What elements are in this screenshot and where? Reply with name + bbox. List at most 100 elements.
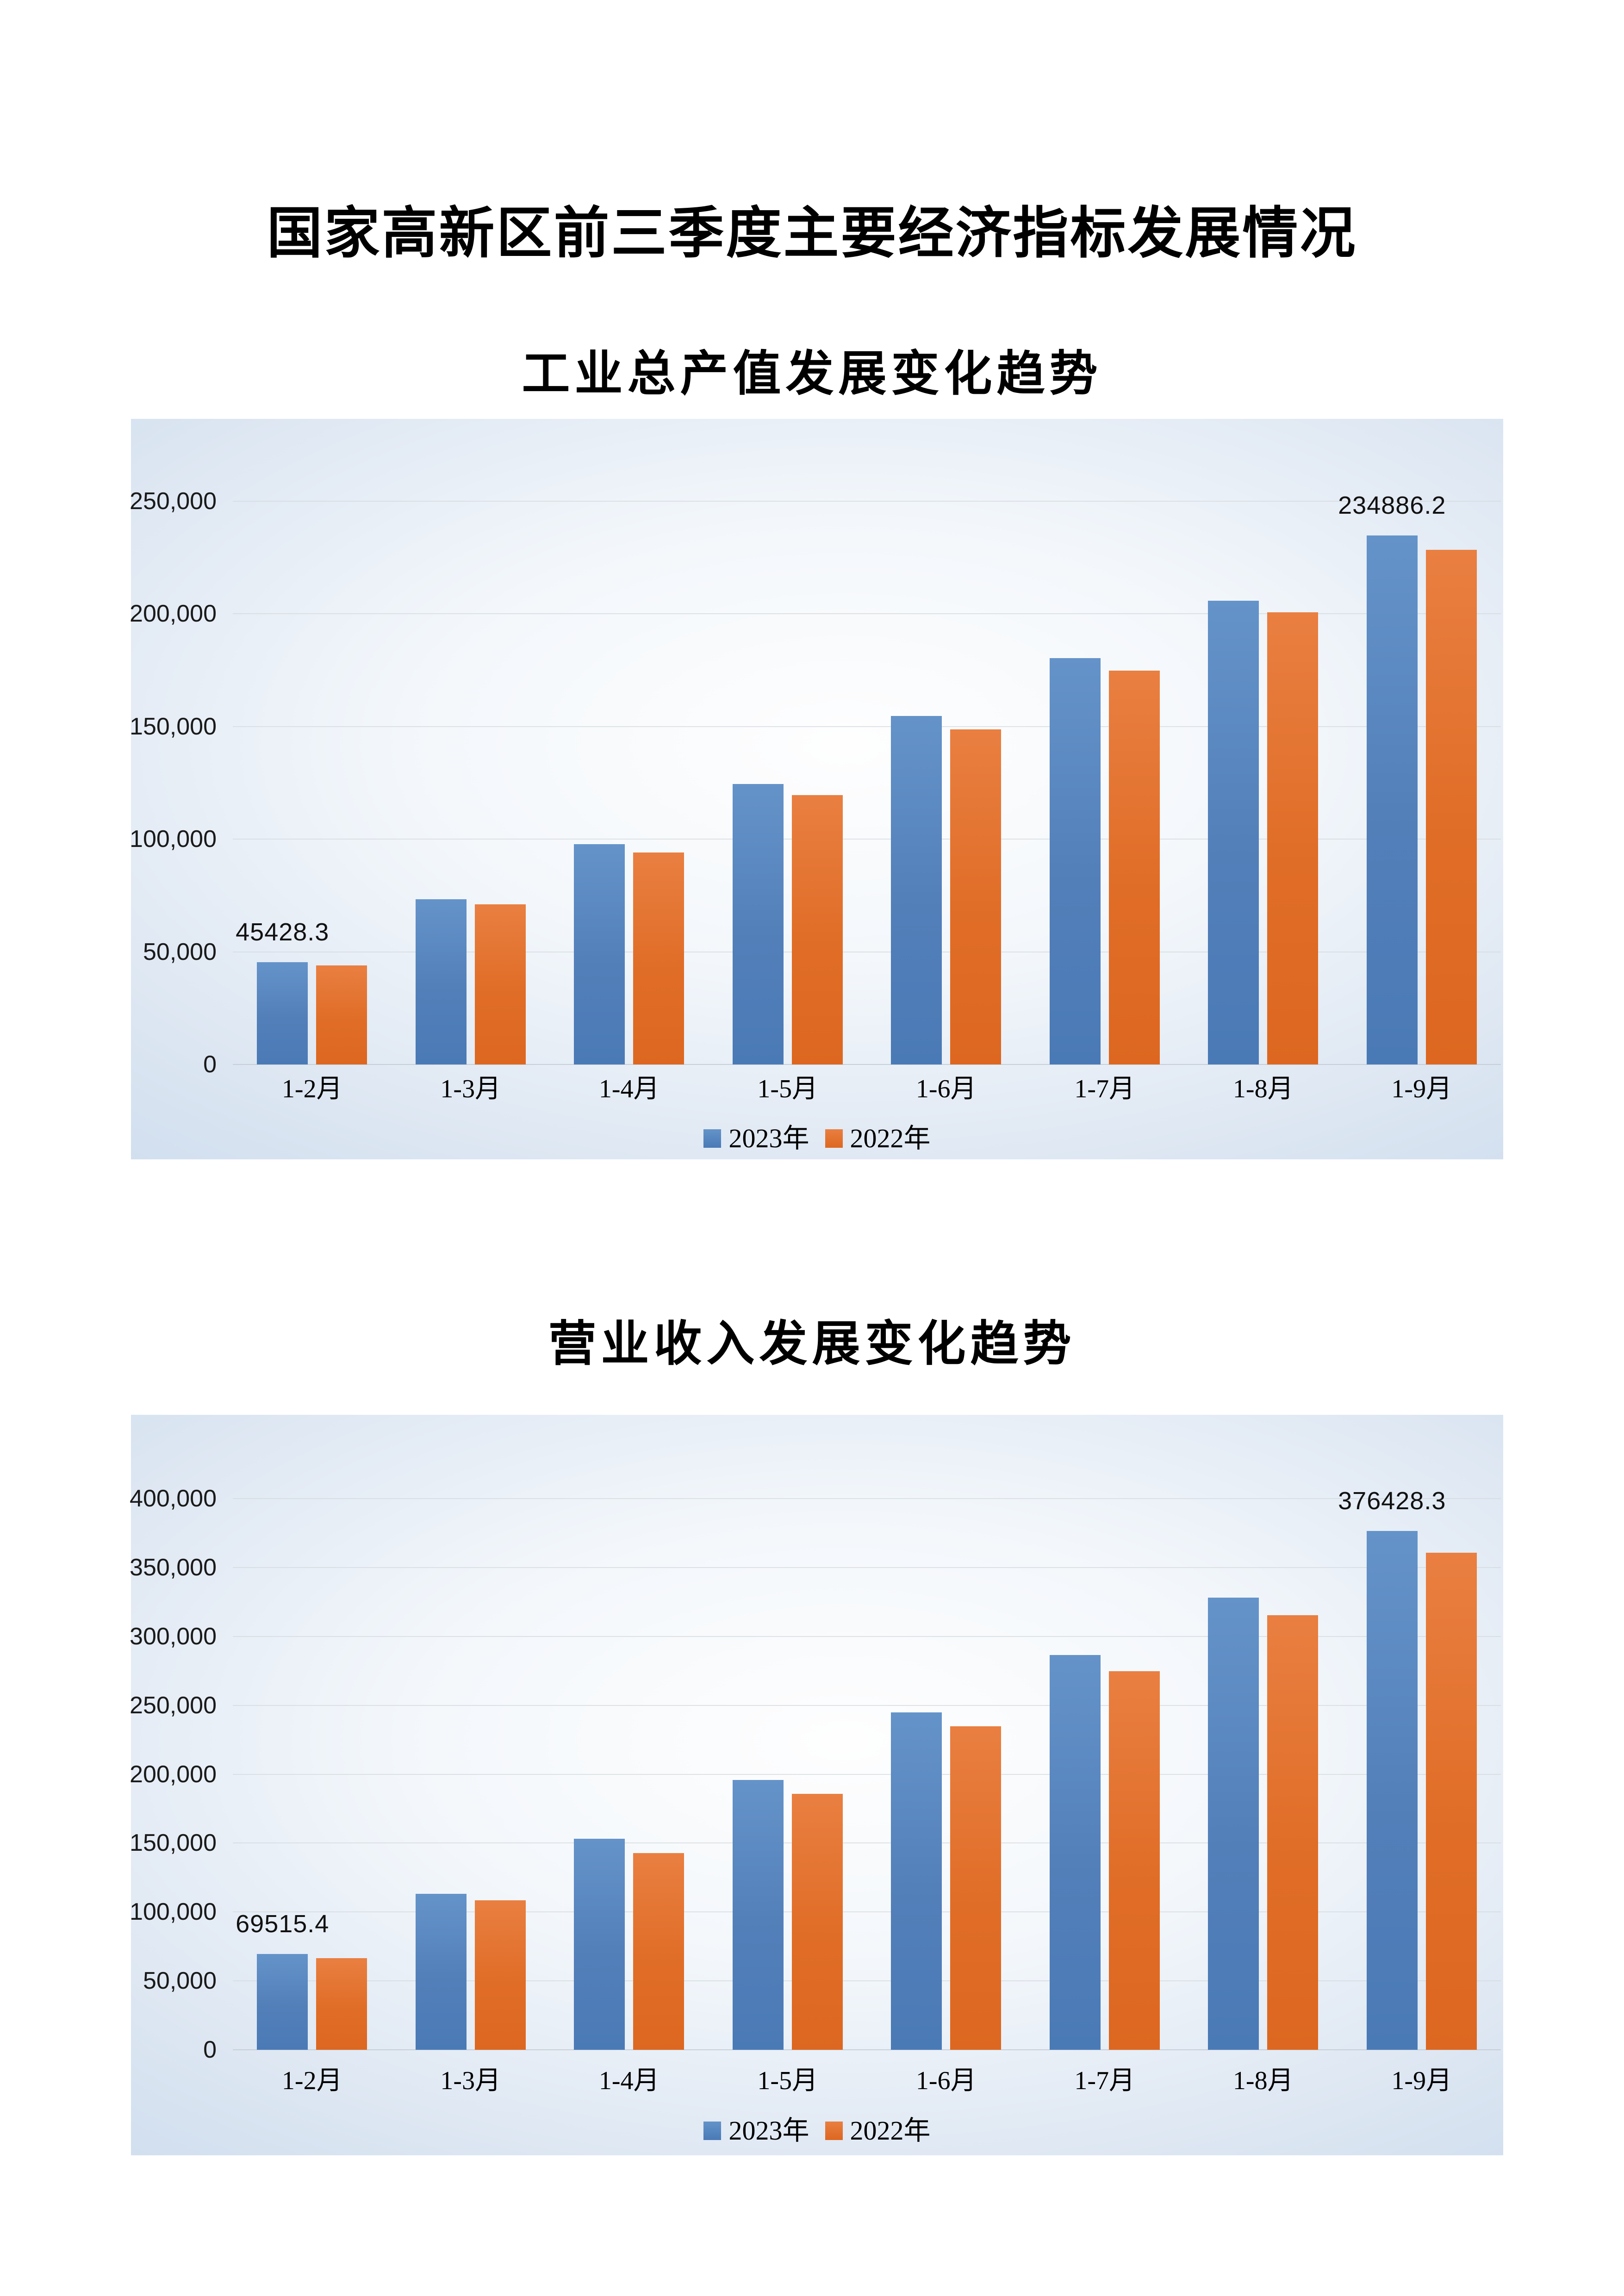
chart-2-title: 营业收入发展变化趋势 — [548, 1318, 1076, 1371]
legend-label: 2022年 — [850, 2116, 931, 2146]
bar-2022年-1-6月 — [950, 1726, 1002, 2050]
gridline — [233, 1773, 1501, 1775]
bar-2023年-1-7月 — [1049, 1655, 1101, 2050]
bar-2022年-1-2月 — [316, 965, 367, 1064]
x-category-label: 1-2月 — [281, 2066, 342, 2095]
legend-entry-2023年: 2023年 — [703, 2117, 809, 2144]
legend-swatch-icon — [825, 2122, 843, 2140]
y-tick-label: 50,000 — [143, 938, 217, 965]
data-label: 69515.4 — [236, 1910, 330, 1938]
x-category-label: 1-9月 — [1391, 1075, 1452, 1103]
legend: 2023年 2022年 — [131, 1125, 1503, 1152]
legend-entry-2022年: 2022年 — [825, 2117, 931, 2144]
legend-entry-2023年: 2023年 — [703, 1125, 809, 1152]
y-tick-label: 250,000 — [130, 1692, 217, 1719]
bar-2022年-1-7月 — [1108, 671, 1160, 1064]
bar-2023年-1-8月 — [1208, 1598, 1259, 2050]
x-category-label: 1-6月 — [915, 1075, 977, 1103]
gridline — [233, 613, 1501, 615]
x-category-label: 1-8月 — [1232, 1075, 1294, 1103]
data-label: 45428.3 — [236, 918, 330, 946]
bar-2023年-1-8月 — [1208, 601, 1259, 1064]
x-axis-baseline — [233, 1064, 1501, 1065]
y-tick-label: 0 — [203, 1051, 217, 1078]
legend-swatch-icon — [703, 1129, 722, 1148]
gridline — [233, 839, 1501, 840]
bar-2022年-1-3月 — [474, 904, 526, 1064]
bar-2022年-1-6月 — [950, 729, 1002, 1064]
bar-2023年-1-3月 — [415, 899, 467, 1064]
legend-label: 2023年 — [728, 1123, 809, 1153]
bar-2022年-1-9月 — [1425, 1553, 1477, 2050]
x-category-label: 1-5月 — [757, 1075, 818, 1103]
bar-2023年-1-5月 — [732, 1780, 784, 2050]
y-tick-label: 50,000 — [143, 1967, 217, 1995]
legend-label: 2022年 — [850, 1123, 931, 1153]
gridline — [233, 1636, 1501, 1637]
y-tick-label: 150,000 — [130, 1829, 217, 1857]
bar-2023年-1-6月 — [891, 716, 942, 1064]
x-category-label: 1-4月 — [598, 1075, 660, 1103]
gridline — [233, 726, 1501, 727]
x-category-label: 1-3月 — [440, 1075, 501, 1103]
bar-2022年-1-8月 — [1267, 612, 1319, 1064]
legend-entry-2022年: 2022年 — [825, 1125, 931, 1152]
chart-2-operating-revenue-panel: 0 50,000 100,000 150,000 200,000 250,000 300,0… — [130, 1415, 1503, 2155]
bar-2023年-1-7月 — [1049, 658, 1101, 1064]
legend-label: 2023年 — [728, 2116, 809, 2146]
y-tick-label: 200,000 — [130, 600, 217, 628]
bar-2022年-1-7月 — [1108, 1671, 1160, 2050]
gridline — [233, 1567, 1501, 1568]
bar-2022年-1-5月 — [791, 1794, 843, 2050]
bar-2022年-1-3月 — [474, 1900, 526, 2050]
data-label: 376428.3 — [1338, 1487, 1446, 1515]
bar-2022年-1-4月 — [633, 852, 684, 1064]
bar-2023年-1-4月 — [574, 844, 625, 1064]
bar-2023年-1-9月 — [1366, 535, 1418, 1064]
gridline — [233, 1842, 1501, 1844]
x-category-label: 1-3月 — [440, 2066, 501, 2095]
x-axis-baseline — [233, 2049, 1501, 2050]
legend-swatch-icon — [825, 1129, 843, 1148]
legend-swatch-icon — [703, 2122, 722, 2140]
gridline — [233, 1911, 1501, 1913]
bar-2022年-1-9月 — [1425, 550, 1477, 1064]
x-category-label: 1-7月 — [1074, 1075, 1135, 1103]
chart-1-title: 工业总产值发展变化趋势 — [522, 348, 1102, 401]
y-tick-label: 400,000 — [130, 1485, 217, 1512]
gridline — [233, 501, 1501, 502]
gridline — [233, 1705, 1501, 1706]
bar-2022年-1-4月 — [633, 1853, 684, 2050]
x-category-label: 1-4月 — [598, 2066, 660, 2095]
page-title: 国家高新区前三季度主要经济指标发展情况 — [267, 202, 1357, 264]
bar-2023年-1-2月 — [257, 1954, 308, 2050]
bar-2023年-1-6月 — [891, 1712, 942, 2050]
y-tick-label: 100,000 — [130, 1898, 217, 1926]
bar-2023年-1-3月 — [415, 1894, 467, 2050]
x-category-label: 1-6月 — [915, 2066, 977, 2095]
y-tick-label: 200,000 — [130, 1761, 217, 1788]
x-category-label: 1-2月 — [281, 1075, 342, 1103]
legend: 2023年 2022年 — [131, 2117, 1503, 2144]
y-tick-label: 100,000 — [130, 826, 217, 853]
y-tick-label: 250,000 — [130, 488, 217, 515]
x-category-label: 1-8月 — [1232, 2066, 1294, 2095]
chart-1-industrial-output-panel: 0 50,000 100,000 150,000 200,000 250,000 1-2月 1… — [130, 419, 1503, 1159]
y-tick-label: 0 — [203, 2036, 217, 2063]
bar-2023年-1-9月 — [1366, 1531, 1418, 2050]
bar-2023年-1-4月 — [574, 1839, 625, 2050]
gridline — [233, 1980, 1501, 1982]
bar-2022年-1-5月 — [791, 795, 843, 1064]
gridline — [233, 1498, 1501, 1499]
y-tick-label: 150,000 — [130, 713, 217, 740]
x-category-label: 1-5月 — [757, 2066, 818, 2095]
bar-2023年-1-2月 — [257, 962, 308, 1064]
bar-2023年-1-5月 — [732, 784, 784, 1064]
x-category-label: 1-7月 — [1074, 2066, 1135, 2095]
data-label: 234886.2 — [1338, 492, 1446, 519]
y-tick-label: 350,000 — [130, 1554, 217, 1581]
x-category-label: 1-9月 — [1391, 2066, 1452, 2095]
bar-2022年-1-2月 — [316, 1958, 367, 2050]
bar-2022年-1-8月 — [1267, 1615, 1319, 2050]
